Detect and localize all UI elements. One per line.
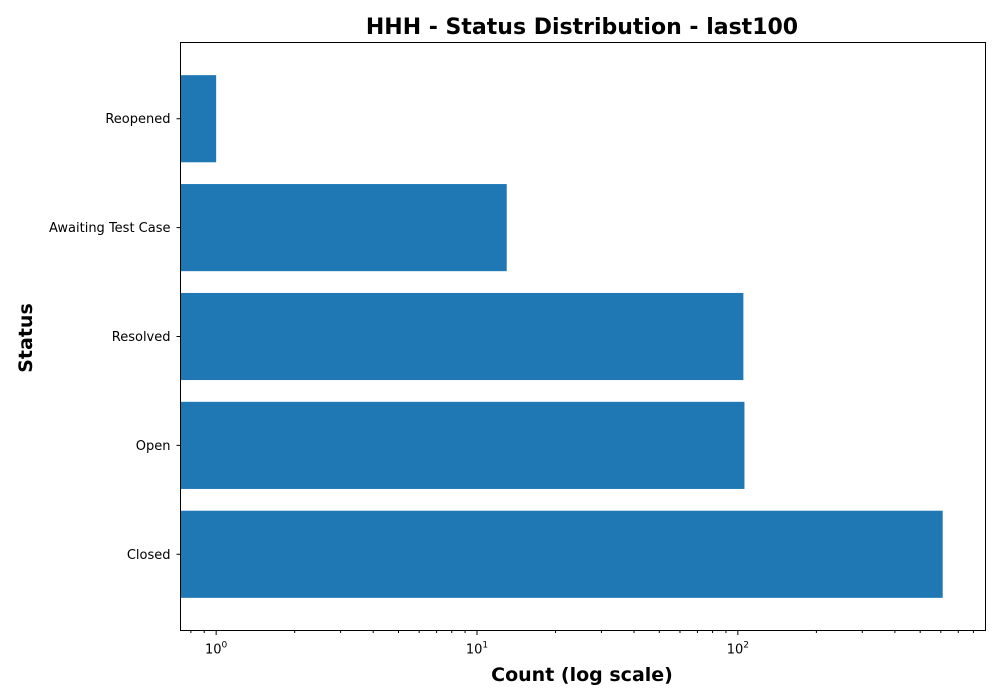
- y-tick-label: Resolved: [112, 330, 171, 345]
- bar-awaiting-test-case: [180, 184, 507, 272]
- bar-reopened: [180, 75, 217, 163]
- x-axis-label: Count (log scale): [491, 664, 673, 686]
- y-axis-label: Status: [15, 303, 37, 373]
- y-axis-ticks: Reopened Awaiting Test Case Resolved Open Cl…: [49, 112, 181, 563]
- x-tick-label: 100: [205, 641, 228, 658]
- bar-resolved: [180, 292, 744, 381]
- bar-open: [180, 401, 745, 489]
- y-tick-label: Closed: [127, 548, 171, 563]
- x-tick-label: 101: [466, 641, 488, 658]
- bar-closed: [180, 510, 943, 598]
- bars-group: [180, 75, 943, 598]
- y-tick-label: Reopened: [105, 112, 170, 127]
- x-tick-label: 102: [727, 641, 749, 658]
- chart-title: HHH - Status Distribution - last100: [366, 15, 798, 40]
- x-axis-ticks: 100 101 102: [190, 630, 974, 658]
- y-tick-label: Open: [136, 439, 171, 454]
- y-tick-label: Awaiting Test Case: [49, 221, 170, 236]
